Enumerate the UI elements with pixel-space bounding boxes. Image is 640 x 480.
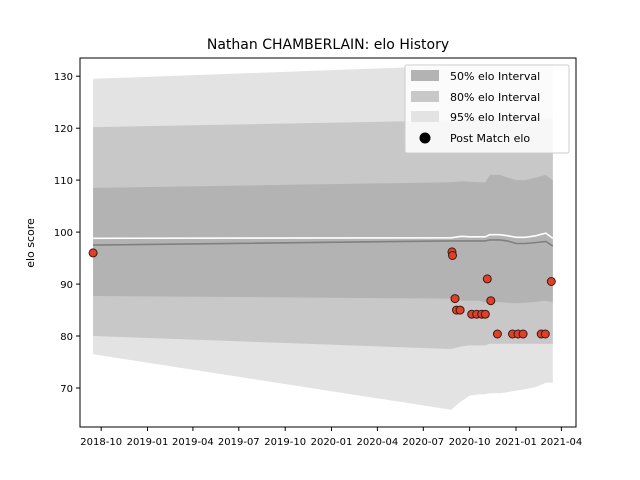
x-tick-label-2018-10: 2018-10: [80, 437, 122, 448]
legend-frame: [404, 64, 570, 154]
y-axis-label: elo score: [24, 218, 37, 268]
y-tick-label-120: 120: [54, 124, 73, 135]
legend-swatch-50: [411, 70, 439, 81]
legend-label-50: 50% elo Interval: [450, 70, 540, 83]
plot-frame: [79, 57, 577, 428]
data-point-2: [448, 251, 457, 260]
legend-swatch-80: [411, 91, 439, 102]
x-tick-label-2019-01: 2019-01: [127, 437, 169, 448]
data-point-3: [450, 294, 460, 304]
x-tick-label-2020-10: 2020-10: [449, 437, 491, 448]
data-point-12: [492, 329, 502, 339]
data-point-10: [482, 274, 492, 284]
data-point-17: [540, 329, 550, 339]
data-point-5: [455, 305, 465, 315]
x-tick-label-2020-01: 2020-01: [311, 437, 353, 448]
x-tick-label-2019-10: 2019-10: [264, 437, 306, 448]
data-point-15: [518, 329, 528, 339]
legend-label-95: 95% elo Interval: [450, 111, 540, 124]
legend-label-post-match: Post Match elo: [450, 132, 530, 145]
data-point-0: [88, 248, 98, 258]
x-tick-label-2020-07: 2020-07: [402, 437, 444, 448]
x-tick-label-2020-04: 2020-04: [357, 437, 399, 448]
legend: 50% elo Interval 80% elo Interval 95% el…: [404, 64, 570, 154]
y-axis: 70 80 90 100 110 120 130: [54, 72, 80, 395]
y-tick-label-90: 90: [60, 280, 73, 291]
x-tick-label-2019-04: 2019-04: [172, 437, 214, 448]
y-tick-label-80: 80: [60, 332, 73, 343]
y-tick-label-100: 100: [54, 228, 73, 239]
y-tick-label-70: 70: [60, 384, 73, 395]
x-axis: 2018-10 2019-01 2019-04 2019-07 2019-10 2020-…: [80, 427, 582, 448]
mean-line: [93, 239, 554, 247]
chart-title: Nathan CHAMBERLAIN: elo History: [207, 37, 449, 53]
band-50-interval: [93, 174, 553, 304]
data-point-9: [480, 309, 490, 319]
y-tick-label-110: 110: [54, 176, 73, 187]
x-tick-label-2021-01: 2021-01: [495, 437, 537, 448]
post-match-points: [88, 247, 556, 339]
legend-marker-post-match: [419, 132, 431, 144]
legend-label-80: 80% elo Interval: [450, 91, 540, 104]
x-tick-label-2021-04: 2021-04: [541, 437, 583, 448]
x-tick-label-2019-07: 2019-07: [218, 437, 260, 448]
legend-swatch-95: [411, 111, 439, 122]
upper-line: [93, 232, 554, 240]
y-tick-label-130: 130: [54, 72, 73, 83]
data-point-18: [546, 277, 556, 286]
data-point-11: [486, 296, 496, 306]
